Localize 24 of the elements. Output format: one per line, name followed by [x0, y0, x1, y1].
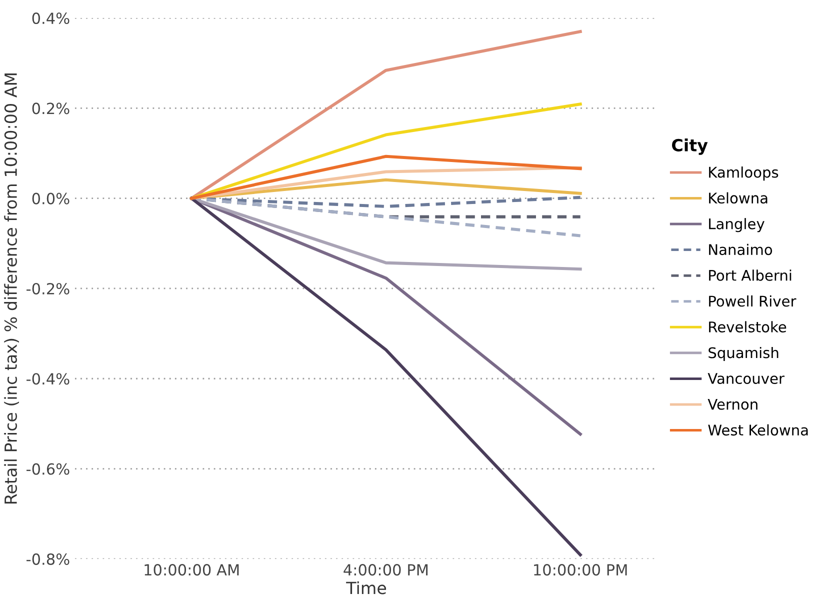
- legend-label: West Kelowna: [708, 424, 808, 436]
- legend-title: City: [672, 138, 708, 155]
- y-tick-label: -0.2%: [26, 282, 70, 294]
- x-tick-label: 10:00:00 AM: [144, 564, 239, 576]
- legend-label: Kamloops: [709, 166, 778, 181]
- y-tick-label: 0.4%: [32, 12, 70, 24]
- legend-label: Vernon: [708, 398, 758, 410]
- y-tick-label: 0.2%: [32, 102, 70, 114]
- legend-label: Port Alberni: [709, 270, 792, 281]
- x-axis-title: Time: [346, 581, 386, 594]
- y-tick-label: -0.4%: [26, 373, 70, 385]
- legend-label: Powell River: [709, 295, 796, 307]
- y-tick-label: 0.0%: [32, 192, 70, 204]
- legend-label: Langley: [709, 218, 764, 232]
- legend-label: Squamish: [708, 346, 778, 362]
- legend-label: Nanaimo: [709, 244, 772, 256]
- y-tick-label: -0.6%: [26, 463, 70, 475]
- y-axis-title: Retail Price (inc tax) % difference from 10:00:00 AM: [4, 73, 19, 504]
- legend-label: Kelowna: [709, 192, 768, 204]
- x-tick-label: 4:00:00 PM: [344, 564, 428, 576]
- legend-label: Revelstoke: [709, 321, 786, 332]
- x-tick-label: 10:00:00 PM: [534, 564, 627, 576]
- legend-label: Vancouver: [708, 373, 784, 384]
- y-tick-label: -0.8%: [26, 553, 70, 565]
